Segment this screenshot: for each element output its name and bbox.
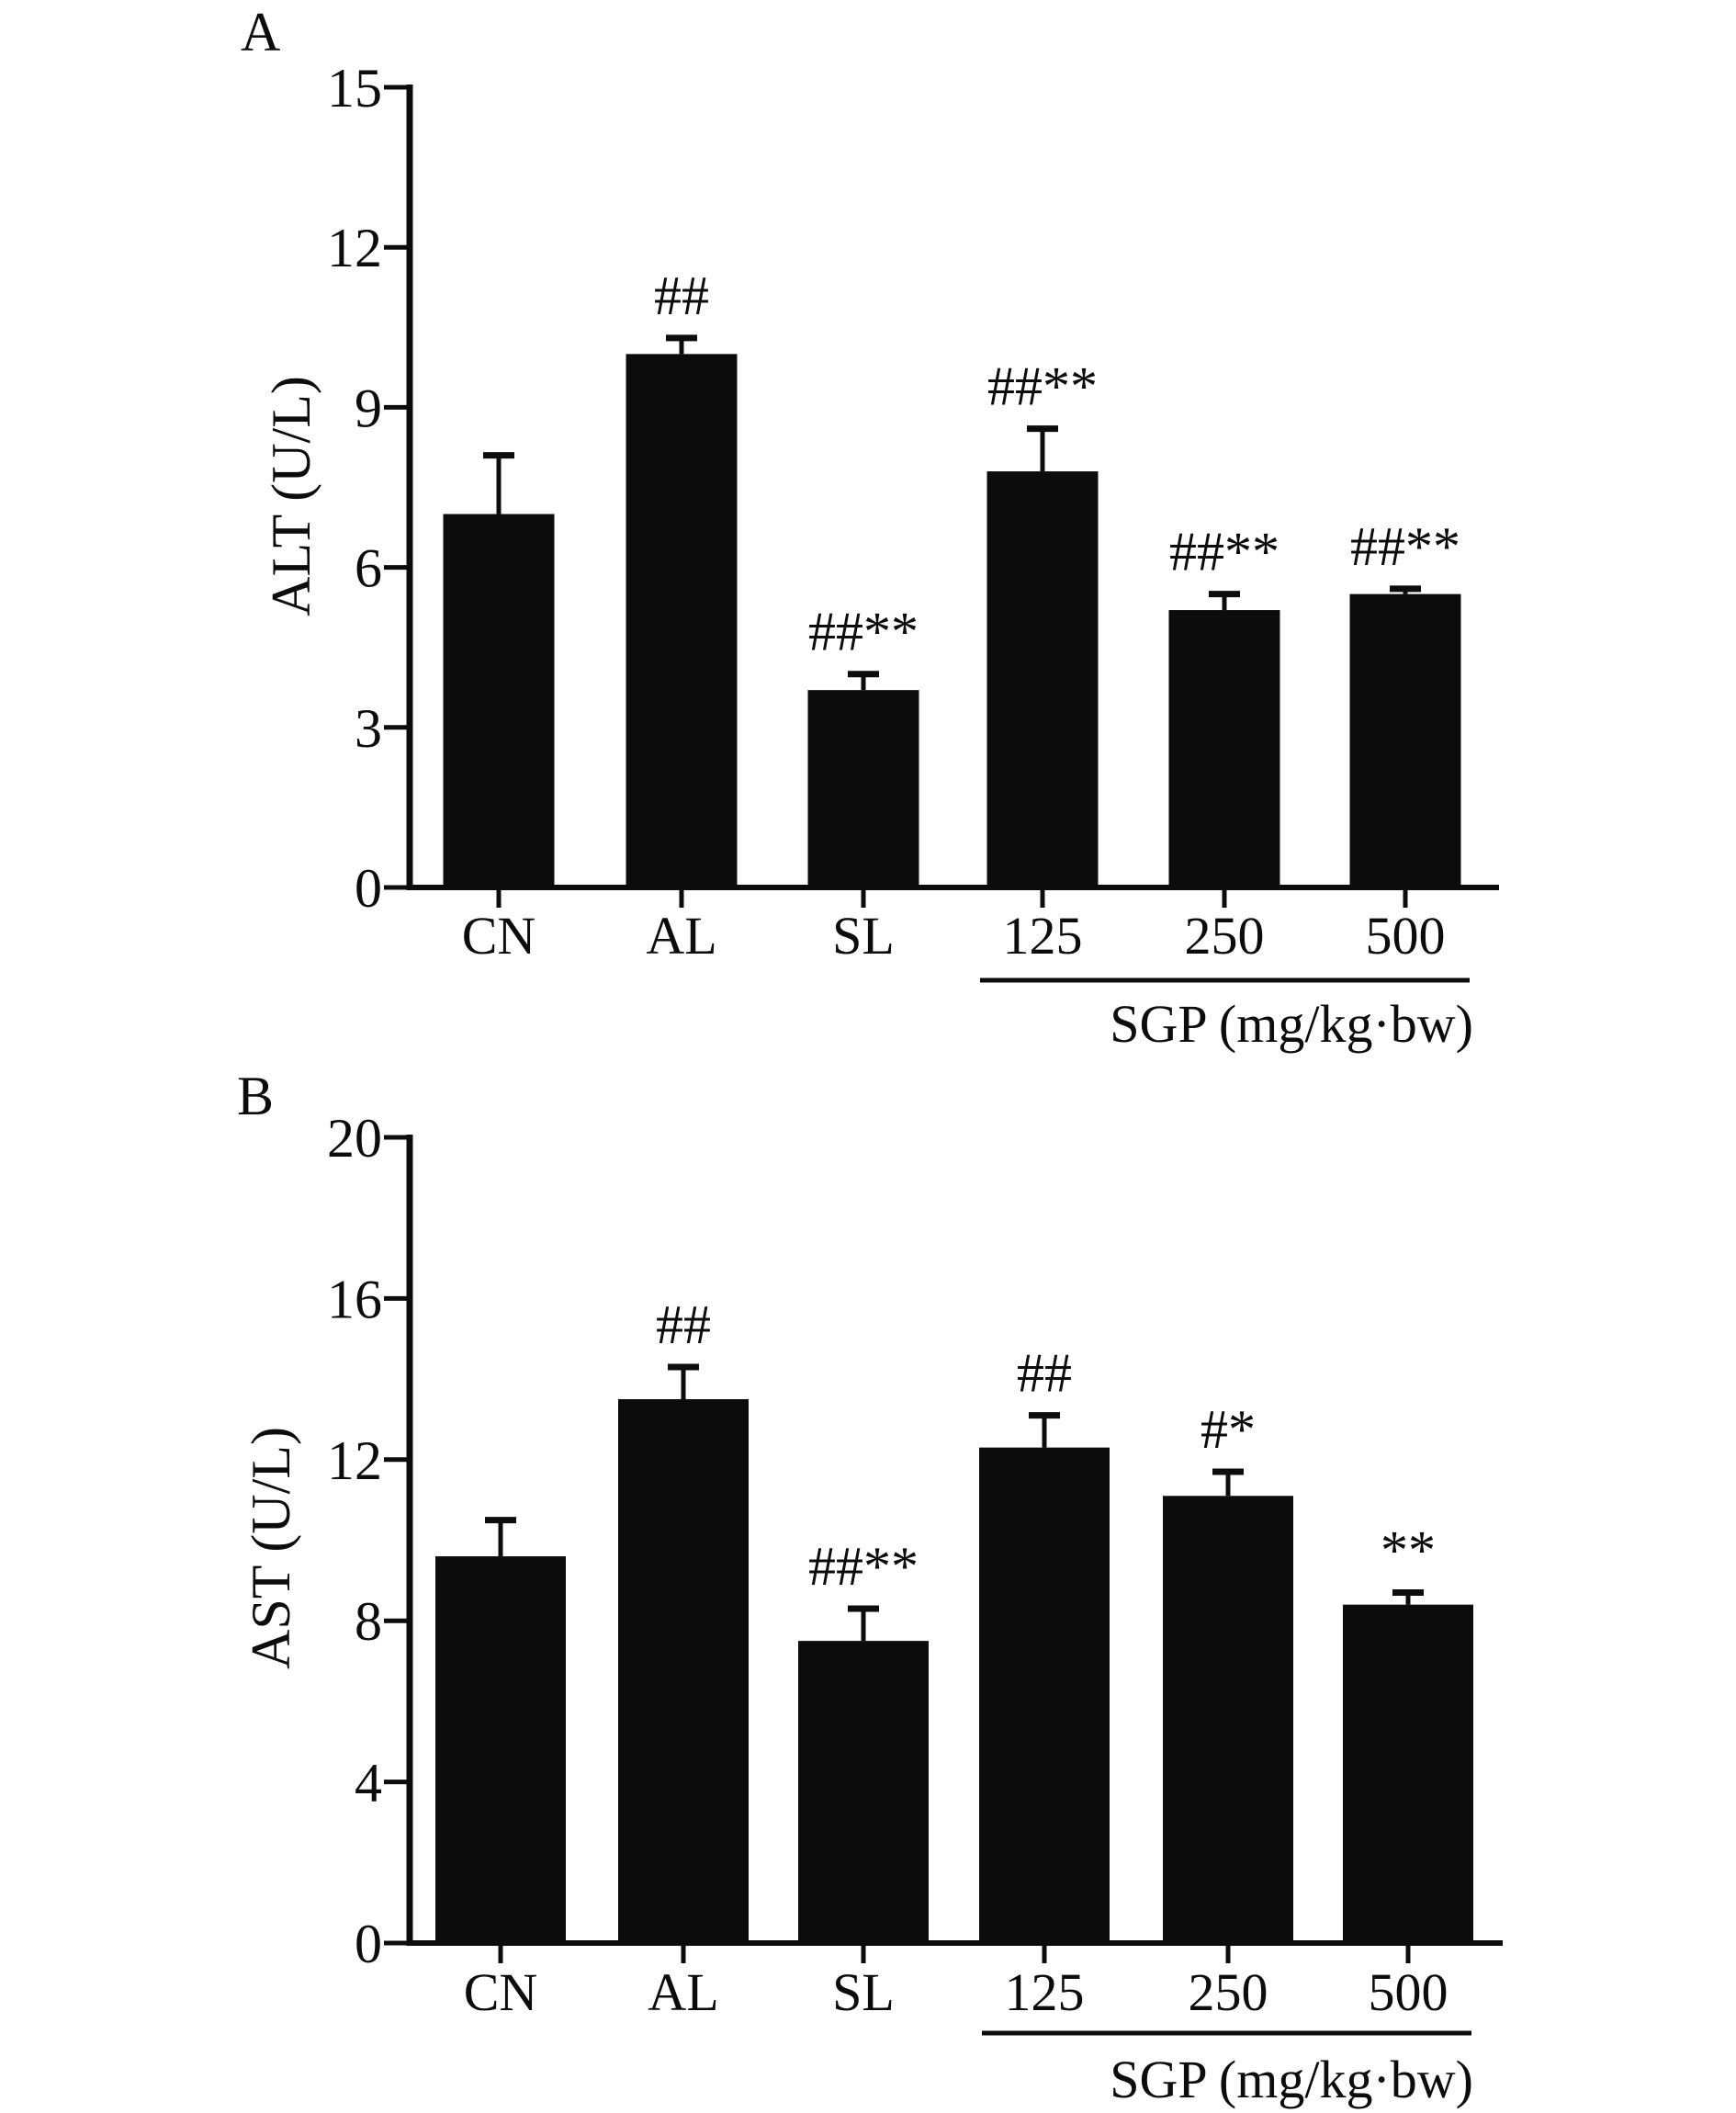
y-tick-label: 3 [355,698,382,759]
x-tick-label: 250 [1189,1962,1268,2022]
significance-annotation: ##** [808,1536,919,1597]
y-tick-label: 4 [355,1753,382,1814]
bar-al [626,354,738,887]
panel-a: A ALT (U/L) SGP (mg/kg·bw) CN ## AL ##** SL #… [241,2,1499,1054]
x-tick-label: 125 [1005,1962,1085,2022]
significance-annotation: ## [654,266,709,326]
y-tick-label: 12 [327,1430,382,1491]
bar-sl [798,1641,929,1943]
bar-125 [979,1447,1110,1943]
y-tick-label: 20 [327,1108,382,1169]
significance-annotation: ## [656,1294,711,1355]
y-axis-label: ALT (U/L) [261,376,321,616]
y-axis-label: AST (U/L) [241,1427,301,1669]
x-tick-label: AL [648,1962,718,2022]
significance-annotation: ##** [808,602,919,662]
x-tick-label: 125 [1003,906,1083,966]
x-tick-label: AL [646,906,716,966]
x-tick-label: SL [832,906,895,966]
significance-annotation: ** [1381,1520,1436,1581]
y-tick-label: 6 [355,538,382,599]
bar-cn [443,514,555,887]
x-tick-label: 500 [1366,906,1446,966]
bar-500 [1349,593,1461,887]
bar-sl [807,690,919,887]
significance-annotation: ##** [1169,522,1279,582]
bar-cn [435,1556,566,1943]
bar-250 [1163,1496,1293,1943]
significance-annotation: ##** [987,356,1098,417]
bar-250 [1168,610,1280,887]
x-tick-label: SL [832,1962,895,2022]
x-tick-label: 500 [1369,1962,1449,2022]
y-tick-label: 8 [355,1591,382,1652]
y-tick-label: 16 [327,1269,382,1329]
significance-annotation: ##** [1350,516,1460,577]
group-label: SGP (mg/kg·bw) [1110,994,1473,1054]
y-tick-label: 0 [355,858,382,919]
x-tick-label: CN [462,906,536,966]
x-tick-label: 250 [1185,906,1265,966]
bar-500 [1343,1604,1473,1943]
x-tick-label: CN [464,1962,538,2022]
significance-annotation: #* [1201,1399,1256,1460]
bar-125 [986,471,1099,887]
significance-annotation: ## [1017,1343,1072,1404]
panel-label: B [237,1066,274,1126]
y-tick-label: 0 [355,1914,382,1974]
y-tick-label: 12 [327,218,382,278]
panel-label: A [241,2,280,62]
y-tick-label: 9 [355,378,382,438]
panel-b: B AST (U/L) SGP (mg/kg·bw) CN##AL##**SL#… [237,1066,1503,2109]
bar-al [618,1399,749,1943]
y-tick-label: 15 [327,58,382,119]
group-label: SGP (mg/kg·bw) [1110,2050,1473,2109]
